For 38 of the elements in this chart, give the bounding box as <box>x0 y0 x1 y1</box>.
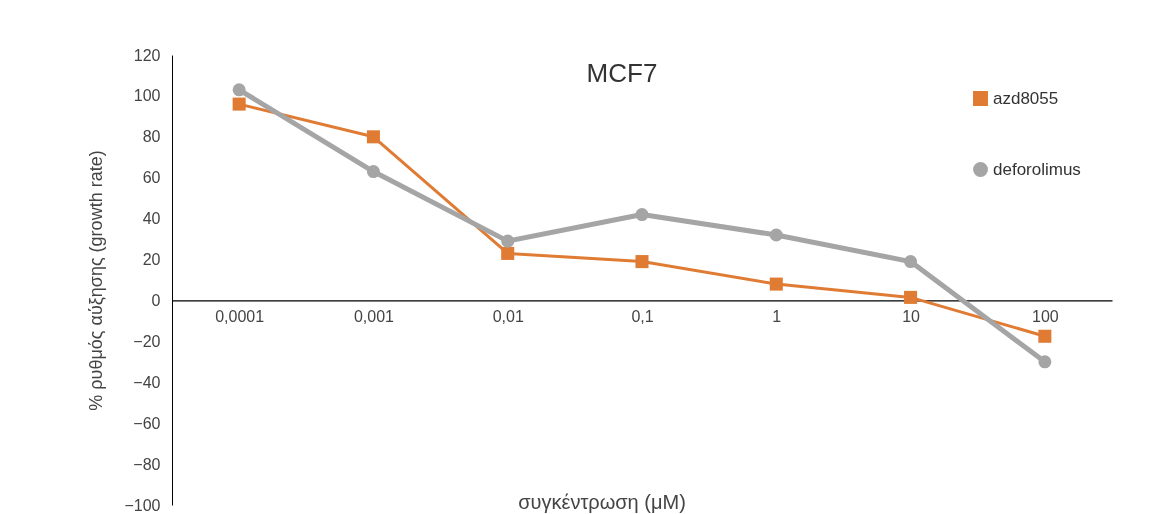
point <box>232 83 246 97</box>
x-tick-label: 0,0001 <box>215 307 265 325</box>
y-tick-label: 80 <box>142 128 161 146</box>
y-tick-label: 0 <box>151 291 161 309</box>
point <box>366 165 380 179</box>
y-tick-label: −40 <box>133 373 161 391</box>
y-tick-label: 120 <box>133 46 161 64</box>
y-tick-label: −100 <box>124 496 161 514</box>
x-tick-label: 10 <box>902 307 921 325</box>
x-tick-label: 1 <box>772 307 782 325</box>
chart-title: MCF7 <box>586 58 658 88</box>
point <box>1038 329 1052 343</box>
y-tick-label: 20 <box>142 251 161 269</box>
point <box>769 277 783 291</box>
point <box>501 234 515 248</box>
point <box>769 228 783 242</box>
x-axis-title: συγκέντρωση (μM) <box>518 491 686 513</box>
y-tick-label: −80 <box>133 455 161 473</box>
y-tick-label: −60 <box>133 414 161 432</box>
y-tick-label: 60 <box>142 169 161 187</box>
y-axis-title: % ρυθμός αύξησης (growth rate) <box>86 150 107 411</box>
point <box>232 97 246 111</box>
point <box>501 246 515 260</box>
point <box>904 255 918 269</box>
point <box>635 208 649 222</box>
y-tick-label: 100 <box>133 87 161 105</box>
legend-label: azd8055 <box>993 88 1059 108</box>
x-tick-label: 0,001 <box>353 307 395 325</box>
x-tick-label: 0,01 <box>492 307 524 325</box>
point <box>1038 355 1052 369</box>
point <box>904 290 918 304</box>
y-tick-label: 40 <box>142 210 161 228</box>
y-tick-label: −20 <box>133 332 161 350</box>
x-tick-label: 0,1 <box>631 307 654 325</box>
legend-label: deforolimus <box>993 159 1081 179</box>
point <box>635 255 649 269</box>
point <box>366 130 380 144</box>
x-tick-label: 100 <box>1032 307 1059 325</box>
